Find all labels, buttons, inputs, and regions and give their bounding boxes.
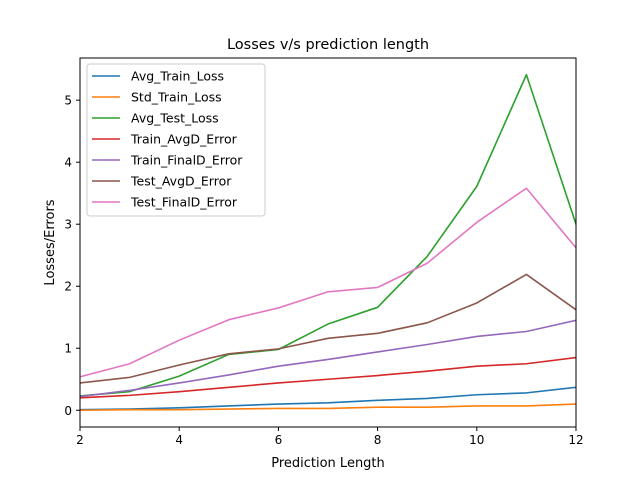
legend-label: Test_FinalD_Error — [130, 195, 238, 210]
series-line-std-train-loss — [80, 403, 576, 412]
y-axis-label: Losses/Errors — [43, 199, 58, 285]
x-tick-label: 6 — [275, 433, 283, 447]
series-line-train-avgd-error — [80, 356, 576, 399]
legend-label: Train_FinalD_Error — [130, 153, 243, 168]
y-tick-label: 4 — [64, 156, 72, 170]
legend-label: Avg_Train_Loss — [131, 69, 224, 84]
series-layer — [80, 73, 576, 412]
y-tick-label: 3 — [64, 218, 72, 232]
plot-area-frame — [79, 57, 577, 428]
series-line-avg-test-loss — [80, 73, 576, 397]
chart-title: Losses v/s prediction length — [227, 37, 429, 53]
legend-label: Avg_Test_Loss — [131, 111, 219, 126]
x-tick-label: 8 — [374, 433, 382, 447]
legend-label: Test_AvgD_Error — [130, 174, 232, 189]
legend-frame — [86, 63, 266, 217]
x-tick-label: 2 — [76, 433, 84, 447]
legend-label: Train_AvgD_Error — [130, 132, 238, 147]
legend: Avg_Train_Loss Std_Train_Loss Avg_Test_Los… — [86, 63, 266, 217]
x-tick-label: 10 — [469, 433, 484, 447]
x-tick-label: 12 — [568, 433, 583, 447]
x-axis-label: Prediction Length — [271, 456, 385, 471]
x-tick-label: 4 — [175, 433, 183, 447]
y-tick-label: 5 — [64, 94, 72, 108]
series-line-test-avgd-error — [80, 273, 576, 384]
y-tick-label: 2 — [64, 280, 72, 294]
y-tick-label: 0 — [64, 404, 72, 418]
series-line-test-finald-error — [80, 187, 576, 378]
series-line-train-finald-error — [80, 319, 576, 398]
y-tick-label: 1 — [64, 342, 72, 356]
series-line-avg-train-loss — [80, 386, 576, 411]
legend-label: Std_Train_Loss — [131, 90, 222, 105]
